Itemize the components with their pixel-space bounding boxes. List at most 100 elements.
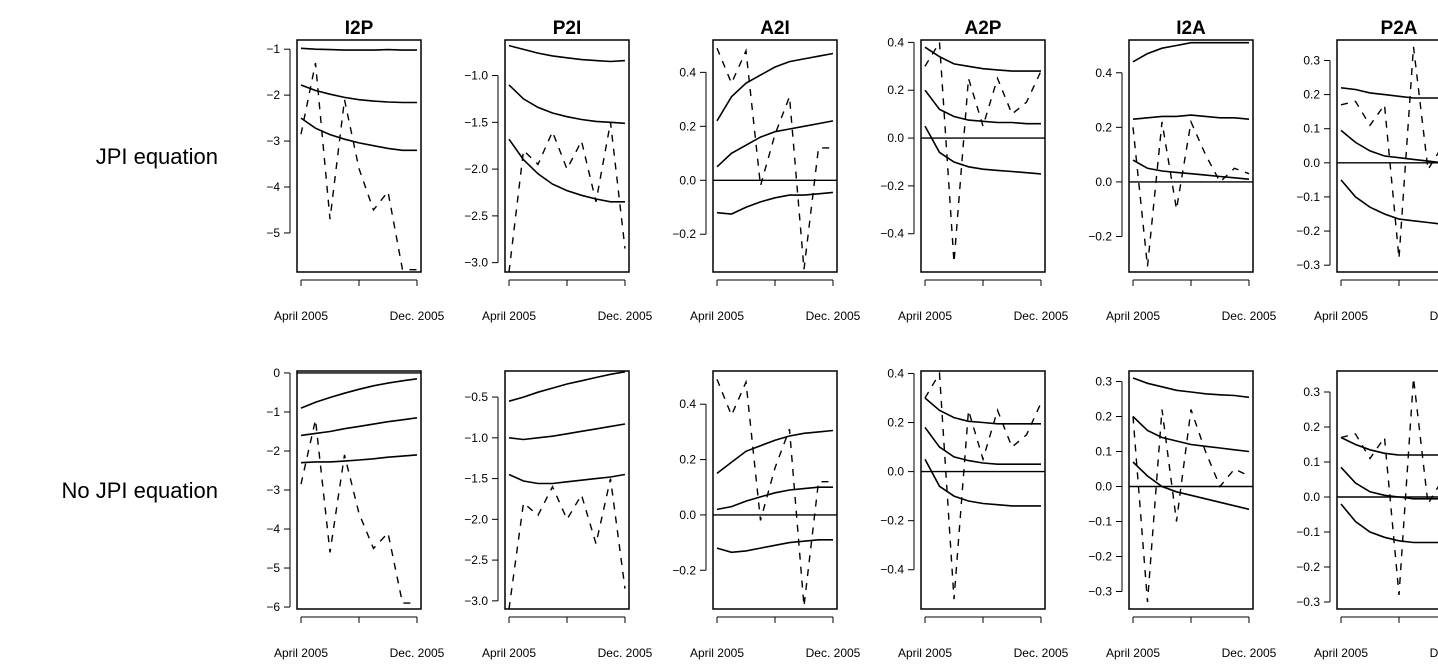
band-series-line-1 xyxy=(300,378,418,409)
y-tick-label: −3.0 xyxy=(464,594,488,608)
x-tick-label-start: April 2005 xyxy=(898,646,952,660)
band-series-line-1 xyxy=(508,44,626,63)
band-series-line-3 xyxy=(1340,179,1438,225)
y-tick-label: −2.5 xyxy=(464,209,488,223)
panel-title: I2A xyxy=(1176,18,1206,39)
band-series-line-3 xyxy=(1340,503,1438,544)
plot-frame xyxy=(712,370,838,610)
y-tick-label: 0.2 xyxy=(887,83,904,97)
plot-frame xyxy=(1336,39,1438,273)
y-tick-label: −3 xyxy=(266,134,280,148)
y-tick-label: −0.4 xyxy=(880,563,904,577)
band-series-line-1 xyxy=(300,47,417,51)
y-tick-label: 0.2 xyxy=(1095,410,1112,424)
y-tick-label: −5 xyxy=(266,226,280,240)
y-tick-label: 0 xyxy=(273,366,280,380)
y-tick-label: 0.4 xyxy=(679,397,696,411)
y-tick-label: −2.5 xyxy=(464,553,488,567)
panel-title: A2P xyxy=(965,18,1002,39)
y-tick-label: −3.0 xyxy=(464,256,488,270)
x-tick-label-end: Dec. 2005 xyxy=(1430,646,1438,660)
y-tick-label: −2.0 xyxy=(464,162,488,176)
y-tick-label: 0.4 xyxy=(679,65,696,79)
y-tick-label: −1 xyxy=(266,405,280,419)
band-series-line-3 xyxy=(1132,461,1250,511)
band-series-line-2 xyxy=(300,84,417,104)
y-tick-label: 0.0 xyxy=(1303,156,1320,170)
y-tick-label: 0.0 xyxy=(887,131,904,145)
x-tick-label-end: Dec. 2005 xyxy=(598,309,653,323)
y-tick-label: −0.2 xyxy=(1296,224,1320,238)
x-tick-label-end: Dec. 2005 xyxy=(1014,646,1069,660)
band-series-line-1 xyxy=(508,371,626,402)
band-series-line-3 xyxy=(924,125,1042,175)
band-series-line-2 xyxy=(1132,114,1250,120)
x-tick-label-start: April 2005 xyxy=(274,309,328,323)
y-tick-label: 0.4 xyxy=(887,366,904,380)
actual-series-line xyxy=(300,62,417,271)
y-tick-label: −0.3 xyxy=(1088,585,1112,599)
actual-series-line xyxy=(508,122,626,273)
band-series-line-1 xyxy=(1340,87,1438,99)
y-tick-label: −2.0 xyxy=(464,512,488,526)
actual-series-line xyxy=(508,478,626,610)
band-series-line-3 xyxy=(716,191,834,215)
y-tick-label: −0.2 xyxy=(672,563,696,577)
y-tick-label: −2 xyxy=(266,444,280,458)
y-tick-label: −0.2 xyxy=(672,227,696,241)
x-tick-label-start: April 2005 xyxy=(482,309,536,323)
y-tick-label: −2 xyxy=(266,88,280,102)
x-tick-label-end: Dec. 2005 xyxy=(806,309,861,323)
x-tick-label-start: April 2005 xyxy=(690,309,744,323)
y-tick-label: −0.4 xyxy=(880,227,904,241)
y-tick-label: −0.3 xyxy=(1296,258,1320,272)
y-tick-label: 0.0 xyxy=(1095,175,1112,189)
y-tick-label: −0.2 xyxy=(1088,550,1112,564)
actual-series-line xyxy=(1340,46,1438,259)
y-tick-label: −1.0 xyxy=(464,431,488,445)
band-series-line-3 xyxy=(924,458,1041,507)
y-tick-label: −0.2 xyxy=(880,514,904,528)
band-series-line-3 xyxy=(1132,159,1250,180)
band-series-line-2 xyxy=(924,426,1041,466)
plot-frame xyxy=(296,370,422,610)
panel-title: P2I xyxy=(553,18,582,39)
y-tick-label: 0.2 xyxy=(1095,120,1112,134)
band-series-line-2 xyxy=(716,486,833,511)
panel-title: I2P xyxy=(345,18,374,39)
actual-series-line xyxy=(924,40,1042,263)
y-tick-label: −4 xyxy=(266,180,280,194)
y-tick-label: 0.0 xyxy=(679,173,696,187)
panel-title: P2A xyxy=(1381,18,1418,39)
y-tick-label: 0.4 xyxy=(887,35,904,49)
band-series-line-3 xyxy=(508,473,626,485)
x-tick-label-start: April 2005 xyxy=(482,646,536,660)
x-tick-label-end: Dec. 2005 xyxy=(1222,646,1277,660)
y-tick-label: −0.2 xyxy=(880,179,904,193)
band-series-line-3 xyxy=(300,454,418,464)
plot-frame xyxy=(504,39,630,273)
y-tick-label: 0.0 xyxy=(679,508,696,522)
band-series-line-1 xyxy=(924,46,1041,72)
plot-frame xyxy=(920,370,1046,610)
y-tick-label: 0.2 xyxy=(679,119,696,133)
x-tick-label-start: April 2005 xyxy=(274,646,328,660)
y-tick-label: −6 xyxy=(266,600,280,614)
y-tick-label: 0.3 xyxy=(1303,385,1320,399)
x-tick-label-start: April 2005 xyxy=(1314,309,1368,323)
y-tick-label: 0.2 xyxy=(679,453,696,467)
actual-series-line xyxy=(716,47,833,270)
band-series-line-2 xyxy=(1340,466,1438,500)
band-series-line-3 xyxy=(716,538,833,554)
y-tick-label: −5 xyxy=(266,561,280,575)
y-tick-label: 0.0 xyxy=(1095,480,1112,494)
y-tick-label: −1.5 xyxy=(464,115,488,129)
y-tick-label: −3 xyxy=(266,483,280,497)
x-tick-label-end: Dec. 2005 xyxy=(390,646,445,660)
x-tick-label-start: April 2005 xyxy=(1106,646,1160,660)
band-series-line-1 xyxy=(716,52,834,122)
actual-series-line xyxy=(716,379,833,607)
actual-series-line xyxy=(1132,409,1250,603)
actual-series-line xyxy=(300,419,417,604)
